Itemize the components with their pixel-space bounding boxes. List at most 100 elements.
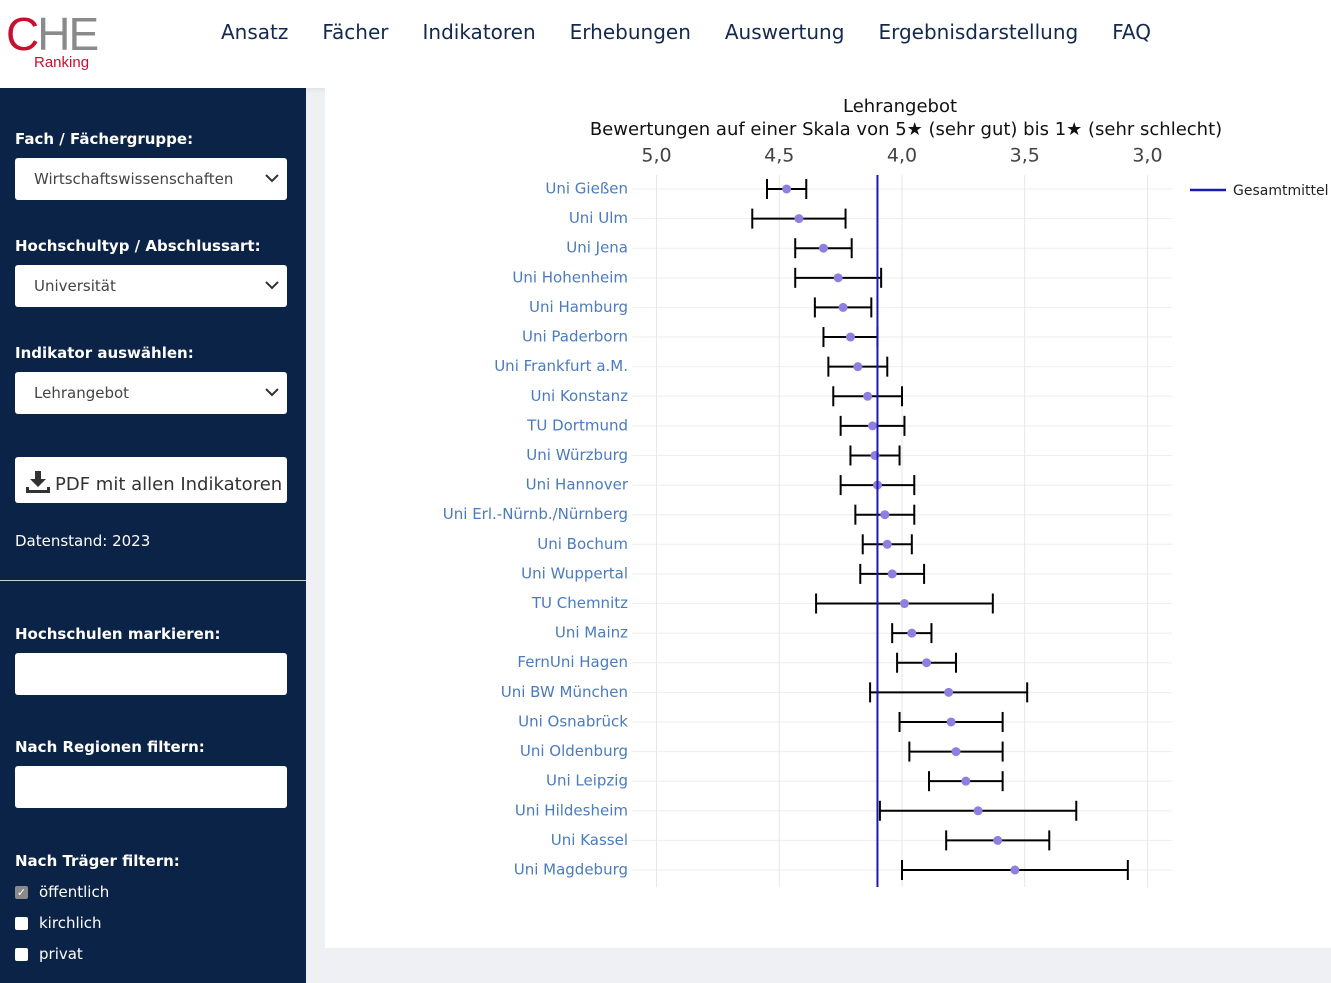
button-label: PDF mit allen Indikatoren bbox=[55, 474, 283, 495]
point bbox=[944, 687, 954, 697]
category-label: Uni BW München bbox=[501, 683, 628, 701]
category-label: Uni Kassel bbox=[551, 831, 628, 849]
point bbox=[794, 214, 804, 224]
category-label: Uni Erl.-Nürnb./Nürnberg bbox=[443, 505, 628, 523]
checkbox[interactable]: privat bbox=[15, 945, 83, 963]
nav-item[interactable]: FAQ bbox=[1112, 20, 1151, 44]
checkbox-label: kirchlich bbox=[39, 914, 102, 932]
category-label: Uni Hamburg bbox=[529, 298, 628, 316]
category-label: Uni Osnabrück bbox=[518, 712, 628, 730]
category-label: Uni Hohenheim bbox=[512, 268, 628, 286]
chevron bbox=[265, 281, 279, 290]
category-label: Uni Konstanz bbox=[531, 387, 629, 405]
category-label: Uni Wuppertal bbox=[521, 564, 628, 582]
checkbox-box[interactable] bbox=[15, 947, 28, 961]
point bbox=[882, 539, 892, 549]
field-label: Nach Regionen filtern: bbox=[15, 738, 205, 756]
point bbox=[899, 599, 909, 609]
nav-item[interactable]: Indikatoren bbox=[422, 20, 536, 44]
point bbox=[880, 510, 890, 520]
chart-title: Lehrangebot bbox=[843, 96, 957, 117]
point bbox=[922, 658, 932, 668]
category-label: Uni Leipzig bbox=[546, 772, 628, 790]
chart: Lehrangebot Bewertungen auf einer Skala … bbox=[443, 96, 1328, 887]
nav-item[interactable]: Auswertung bbox=[724, 20, 845, 44]
category-label: FernUni Hagen bbox=[517, 653, 628, 671]
select-value: Wirtschaftswissenschaften bbox=[34, 170, 234, 188]
x-tick-label: 4,0 bbox=[887, 145, 917, 167]
select-value: Lehrangebot bbox=[34, 384, 130, 402]
chart-panel: Lehrangebot Bewertungen auf einer Skala … bbox=[325, 88, 1331, 948]
nav-item[interactable]: Ergebnisdarstellung bbox=[878, 20, 1079, 44]
checkbox-label: privat bbox=[39, 945, 83, 963]
checkbox-box[interactable]: ✓ bbox=[15, 885, 28, 899]
category-label: Uni Paderborn bbox=[522, 328, 628, 346]
category-label: Uni Mainz bbox=[555, 624, 628, 642]
header: CHE Ranking Ansatz Fächer Indikatoren Erheb… bbox=[0, 0, 1331, 88]
point bbox=[863, 391, 873, 401]
point bbox=[1010, 865, 1020, 875]
legend-label: Gesamtmittel bbox=[1233, 183, 1328, 199]
field-label: Nach Träger filtern: bbox=[15, 852, 180, 870]
point bbox=[907, 628, 917, 638]
download-icon bbox=[26, 471, 50, 493]
x-tick-label: 4,5 bbox=[764, 145, 794, 167]
category-label: Uni Magdeburg bbox=[514, 861, 628, 879]
category-label: Uni Würzburg bbox=[526, 446, 628, 464]
point bbox=[853, 362, 863, 372]
point bbox=[993, 835, 1003, 845]
nav: Ansatz Fächer Indikatoren Erhebungen Auswert… bbox=[221, 20, 1151, 44]
category-label: Uni Hildesheim bbox=[515, 801, 628, 819]
checkbox[interactable]: kirchlich bbox=[15, 914, 102, 932]
point bbox=[838, 302, 848, 312]
checkbox-box[interactable] bbox=[15, 916, 28, 930]
point bbox=[946, 717, 956, 727]
category-label: Uni Oldenburg bbox=[520, 742, 628, 760]
point bbox=[868, 421, 878, 431]
category-label: Uni Ulm bbox=[569, 209, 628, 227]
text-input[interactable] bbox=[15, 653, 287, 695]
category-label: TU Chemnitz bbox=[531, 594, 628, 612]
field-label: Hochschultyp / Abschlussart: bbox=[15, 237, 261, 255]
field-label: Indikator auswählen: bbox=[15, 344, 194, 362]
point bbox=[818, 243, 828, 253]
category-label: Uni Frankfurt a.M. bbox=[494, 357, 628, 375]
nav-item[interactable]: Ansatz bbox=[221, 20, 289, 44]
point bbox=[961, 776, 971, 786]
point bbox=[833, 273, 843, 283]
select[interactable]: Universität bbox=[15, 265, 287, 307]
chart-subtitle: Bewertungen auf einer Skala von 5★ (sehr… bbox=[590, 119, 1222, 140]
divider bbox=[0, 580, 306, 581]
logo-sub[interactable]: Ranking bbox=[34, 54, 90, 71]
text-input[interactable] bbox=[15, 766, 287, 808]
chevron bbox=[265, 174, 279, 183]
select[interactable]: Lehrangebot bbox=[15, 372, 287, 414]
chevron bbox=[265, 388, 279, 397]
field-label: Hochschulen markieren: bbox=[15, 625, 221, 643]
select[interactable]: Wirtschaftswissenschaften bbox=[15, 158, 287, 200]
data-date: Datenstand: 2023 bbox=[15, 532, 151, 550]
category-label: TU Dortmund bbox=[526, 416, 628, 434]
category-label: Uni Jena bbox=[566, 239, 628, 257]
checkbox-label: öffentlich bbox=[39, 883, 110, 901]
point bbox=[845, 332, 855, 342]
x-tick-label: 5,0 bbox=[641, 145, 671, 167]
x-tick-label: 3,5 bbox=[1010, 145, 1040, 167]
category-label: Uni Bochum bbox=[537, 535, 628, 553]
point bbox=[951, 747, 961, 757]
x-tick-label: 3,0 bbox=[1132, 145, 1162, 167]
logo[interactable]: CHE bbox=[6, 8, 99, 60]
point bbox=[782, 184, 792, 194]
point bbox=[973, 806, 983, 816]
checkbox[interactable]: ✓ öffentlich bbox=[15, 883, 109, 901]
point bbox=[887, 569, 897, 579]
sidebar: Fach / Fächergruppe: Wirtschaftswissensc… bbox=[0, 88, 306, 983]
nav-item[interactable]: Fächer bbox=[322, 20, 389, 44]
field-label: Fach / Fächergruppe: bbox=[15, 130, 194, 148]
pdf-button[interactable]: PDF mit allen Indikatoren bbox=[15, 457, 287, 503]
nav-item[interactable]: Erhebungen bbox=[569, 20, 691, 44]
select-value: Universität bbox=[34, 277, 116, 295]
category-label: Uni Hannover bbox=[526, 476, 629, 494]
category-label: Uni Gießen bbox=[545, 180, 628, 198]
